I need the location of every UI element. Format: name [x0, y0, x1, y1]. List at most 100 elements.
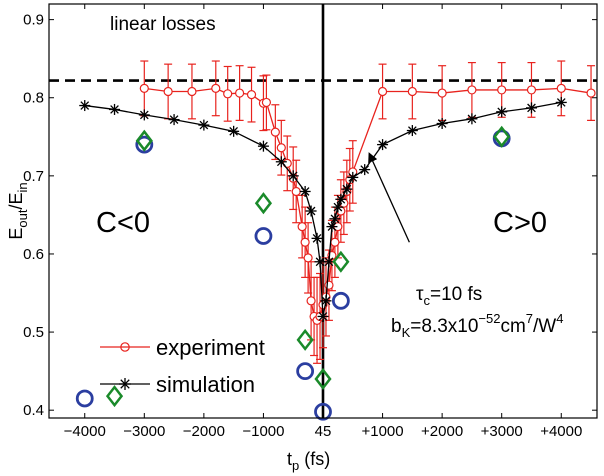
- asterisk-stroke: [80, 101, 90, 110]
- asterisk-stroke: [330, 214, 340, 224]
- asterisk-stroke: [556, 98, 566, 107]
- simulation-point: [320, 295, 332, 307]
- experiment-point: [306, 296, 316, 306]
- series-simulation: [79, 96, 567, 322]
- experiment-point: [437, 88, 447, 98]
- region-label-left: C<0: [96, 207, 150, 239]
- reference-lines: [49, 4, 597, 418]
- asterisk-stroke: [120, 379, 130, 389]
- y-tick-label: 0.6: [23, 246, 44, 263]
- simulation-point: [347, 171, 359, 183]
- simulation-point: [275, 156, 287, 168]
- blue-circle-point: [75, 389, 94, 408]
- experiment-point: [526, 85, 537, 95]
- x-tick-label: +1000: [361, 423, 403, 440]
- series-layer: [75, 60, 596, 421]
- simulation-point: [299, 185, 311, 197]
- blue-circle-point: [135, 135, 154, 154]
- x-tick-label: −4000: [64, 423, 106, 440]
- linear-losses-label: linear losses: [110, 14, 216, 35]
- y-tick-labels: 0.4 0.5 0.6 0.7 0.8 0.9: [23, 12, 44, 420]
- experiment-point: [211, 83, 221, 93]
- x-tick-label: −2000: [183, 423, 225, 440]
- asterisk-stroke: [259, 141, 268, 151]
- asterisk-stroke: [342, 184, 352, 194]
- asterisk-stroke: [229, 126, 239, 136]
- simulation-point: [496, 106, 508, 118]
- simulation-point: [555, 96, 567, 108]
- green-diamond-point: [135, 129, 153, 152]
- experiment-point: [586, 88, 596, 98]
- legend-experiment-marker: [120, 342, 130, 352]
- legend: experiment simulation: [100, 335, 265, 397]
- asterisk-stroke: [467, 114, 477, 124]
- asterisk-stroke: [407, 126, 417, 135]
- experiment-point: [497, 85, 507, 95]
- x-tick-label: −1000: [242, 423, 284, 440]
- blue-circle-point: [254, 227, 273, 245]
- experiment-point: [235, 88, 245, 98]
- experiment-point: [407, 86, 417, 97]
- green-diamond-point: [314, 367, 332, 390]
- green-diamond-point: [296, 328, 314, 351]
- simulation-point: [305, 205, 317, 217]
- simulation-point: [329, 213, 341, 225]
- blue-circle-point: [296, 362, 315, 381]
- experiment-point: [163, 86, 173, 97]
- series-blue-circles: [75, 129, 511, 421]
- asterisk-stroke: [139, 110, 149, 120]
- x-tick-label: +3000: [481, 423, 523, 440]
- asterisk-stroke: [437, 119, 447, 128]
- simulation-point: [168, 114, 180, 126]
- bk-annotation: bK=8.3x10−52cm7/W4: [391, 311, 563, 340]
- simulation-point: [341, 183, 353, 195]
- simulation-point: [317, 310, 329, 322]
- asterisk-stroke: [288, 171, 298, 181]
- experiment-point: [270, 127, 280, 137]
- simulation-point: [79, 100, 91, 112]
- simulation-point: [228, 125, 240, 137]
- experiment-point: [297, 222, 307, 232]
- green-diamond-point: [493, 125, 511, 148]
- simulation-point: [436, 118, 448, 130]
- asterisk-stroke: [306, 206, 316, 216]
- asterisk-stroke: [321, 296, 331, 306]
- asterisk-stroke: [378, 140, 387, 149]
- asterisk-stroke: [169, 115, 179, 124]
- green-diamond-point: [254, 192, 273, 215]
- simulation-point: [359, 164, 371, 176]
- legend-experiment-label: experiment: [156, 335, 265, 360]
- experiment-point: [291, 186, 301, 197]
- experiment-point: [139, 83, 149, 93]
- legend-asterisk-shape: [119, 378, 131, 390]
- x-tick-label: +4000: [540, 423, 582, 440]
- experiment-point: [467, 85, 477, 95]
- asterisk-stroke: [360, 165, 370, 174]
- simulation-point: [138, 109, 150, 121]
- asterisk-stroke: [318, 312, 328, 321]
- experiment-point: [303, 253, 313, 263]
- legend-simulation-label: simulation: [156, 372, 255, 397]
- experiment-point: [324, 280, 334, 290]
- green-diamond-point: [332, 250, 350, 273]
- simulation-point: [326, 221, 338, 233]
- green-diamond-point: [105, 385, 124, 408]
- asterisk-stroke: [110, 105, 119, 114]
- experiment-point: [556, 83, 566, 93]
- experiment-point: [276, 143, 286, 153]
- region-label-right: C>0: [493, 207, 547, 239]
- simulation-point: [287, 170, 299, 182]
- x-axis-label: tp (fs): [287, 449, 330, 473]
- legend-simulation-marker: [119, 378, 131, 390]
- asterisk-stroke: [336, 194, 346, 204]
- blue-circle-point: [331, 291, 350, 310]
- simulation-point: [466, 113, 478, 125]
- simulation-point: [332, 201, 344, 213]
- asterisk-stroke: [324, 257, 334, 267]
- x-tick-labels: −4000 −3000 −2000 −1000 45 +1000 +2000 +3000 +40…: [64, 423, 583, 440]
- simulation-point: [311, 232, 323, 244]
- experiment-point: [261, 97, 272, 108]
- series-green-diamonds: [105, 125, 511, 408]
- experiment-point: [223, 89, 233, 99]
